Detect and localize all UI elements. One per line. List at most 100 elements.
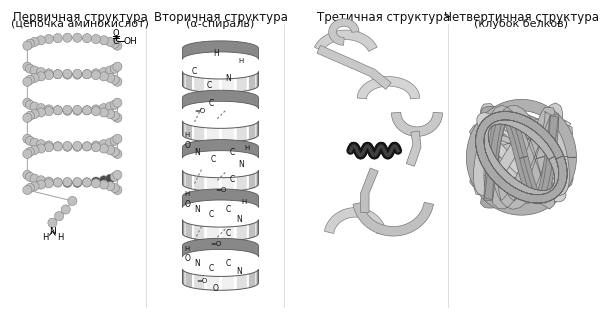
Circle shape [44, 105, 53, 114]
Text: H: H [185, 132, 190, 138]
Circle shape [99, 144, 108, 153]
Text: (α-спираль): (α-спираль) [186, 19, 255, 29]
Circle shape [26, 172, 34, 181]
Circle shape [106, 182, 115, 191]
Circle shape [82, 106, 92, 115]
Text: (клубок белков): (клубок белков) [474, 19, 568, 29]
Circle shape [110, 111, 119, 120]
Text: C: C [225, 259, 231, 268]
Circle shape [110, 75, 119, 84]
Text: N: N [194, 259, 200, 268]
Polygon shape [186, 272, 192, 288]
Circle shape [92, 34, 100, 44]
Circle shape [106, 174, 115, 183]
Text: H: H [185, 191, 190, 198]
Circle shape [106, 73, 115, 83]
Text: O: O [112, 29, 119, 38]
Polygon shape [257, 72, 258, 88]
Text: C: C [229, 175, 235, 184]
Circle shape [110, 39, 119, 48]
Text: N: N [225, 74, 231, 83]
Polygon shape [249, 223, 255, 239]
Circle shape [110, 183, 119, 192]
Text: O: O [185, 200, 190, 209]
Circle shape [26, 39, 34, 48]
Text: C: C [225, 229, 231, 239]
Circle shape [63, 177, 72, 187]
Polygon shape [194, 77, 204, 92]
Circle shape [23, 77, 32, 86]
Polygon shape [183, 220, 185, 236]
Circle shape [99, 140, 108, 149]
Text: C: C [210, 155, 216, 164]
Circle shape [68, 196, 77, 205]
Text: C: C [113, 37, 119, 46]
Polygon shape [222, 227, 234, 241]
Circle shape [73, 106, 82, 115]
Polygon shape [236, 77, 247, 92]
Polygon shape [194, 176, 204, 191]
Polygon shape [249, 124, 255, 140]
Polygon shape [183, 170, 185, 187]
Circle shape [30, 146, 39, 155]
Polygon shape [353, 202, 434, 236]
Circle shape [73, 69, 82, 78]
Circle shape [23, 150, 32, 159]
Circle shape [23, 170, 32, 179]
Circle shape [92, 71, 100, 80]
Circle shape [37, 176, 45, 185]
Circle shape [37, 144, 45, 153]
Circle shape [44, 34, 53, 44]
Circle shape [61, 205, 70, 214]
Polygon shape [406, 131, 421, 166]
Circle shape [82, 33, 92, 43]
Polygon shape [329, 19, 359, 45]
Text: O: O [185, 141, 190, 150]
Polygon shape [207, 128, 219, 142]
Circle shape [26, 100, 34, 109]
Text: =O: =O [194, 108, 205, 113]
Circle shape [26, 75, 34, 84]
Circle shape [82, 70, 92, 79]
Circle shape [63, 69, 72, 78]
Circle shape [99, 104, 108, 113]
Circle shape [92, 69, 100, 78]
Circle shape [99, 180, 108, 189]
Text: N: N [236, 266, 243, 276]
Circle shape [53, 142, 62, 151]
Polygon shape [324, 208, 386, 233]
Circle shape [73, 141, 82, 150]
Text: O: O [185, 254, 190, 263]
Circle shape [53, 70, 62, 79]
Polygon shape [222, 128, 234, 142]
Polygon shape [222, 79, 234, 93]
Circle shape [44, 141, 53, 150]
Polygon shape [183, 90, 258, 109]
Circle shape [113, 41, 122, 50]
Circle shape [44, 179, 53, 188]
Polygon shape [186, 124, 192, 140]
Circle shape [92, 141, 100, 150]
Circle shape [54, 212, 64, 221]
Circle shape [53, 178, 62, 187]
Polygon shape [249, 173, 255, 189]
Text: C: C [207, 81, 211, 90]
Polygon shape [186, 223, 192, 239]
Circle shape [63, 141, 72, 150]
Polygon shape [183, 121, 185, 137]
Circle shape [63, 33, 72, 42]
Text: O: O [213, 284, 219, 293]
Circle shape [26, 64, 34, 73]
Circle shape [73, 177, 82, 187]
Circle shape [23, 186, 32, 195]
Text: N: N [194, 148, 200, 157]
Circle shape [73, 33, 82, 42]
Text: N: N [236, 215, 243, 224]
Circle shape [63, 105, 72, 114]
Text: C: C [208, 99, 214, 108]
Circle shape [23, 98, 32, 107]
Circle shape [106, 66, 115, 75]
Circle shape [30, 138, 39, 147]
Polygon shape [488, 105, 555, 209]
Polygon shape [357, 77, 420, 99]
